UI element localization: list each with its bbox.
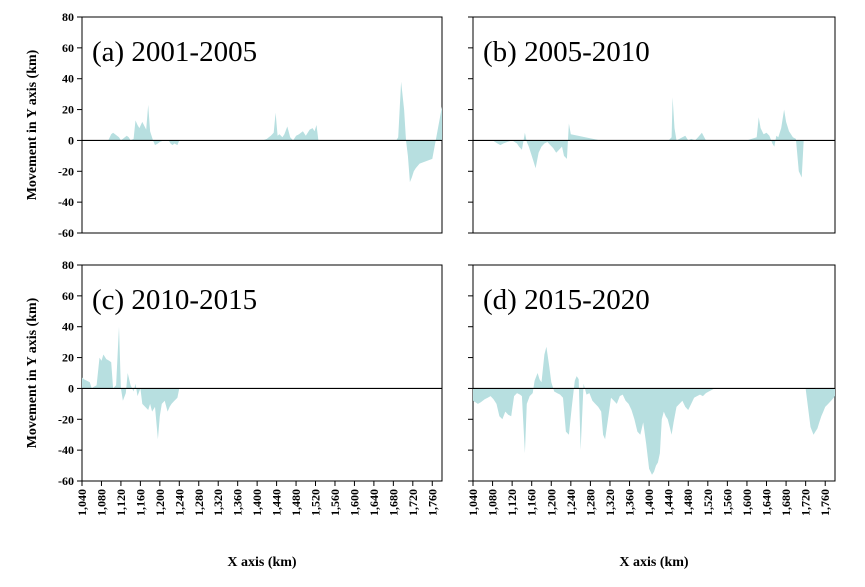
x-axis-title: X axis (km)	[227, 555, 297, 570]
series-area	[473, 346, 835, 475]
y-tick-label: 20	[62, 103, 74, 117]
x-tick-label: 1,720	[406, 489, 420, 516]
x-tick-label: 1,400	[250, 489, 264, 516]
panel-title: (c) 2010-2015	[92, 284, 257, 316]
series-area	[473, 97, 835, 178]
y-tick-label: -40	[58, 195, 74, 209]
panel-d: 1,040 1,080 1,120 1,160 1,200 1,240 1,280 1,320…	[466, 264, 836, 570]
x-tick-label: 1,640	[367, 489, 381, 516]
x-tick-label: 1,600	[347, 489, 361, 516]
y-tick-label: -20	[58, 412, 74, 426]
x-tick-label: 1,280	[192, 489, 206, 516]
x-tick-label: 1,520	[309, 489, 323, 516]
x-tick-label: 1,440	[662, 489, 676, 516]
x-tick-label: 1,240	[564, 489, 578, 516]
x-tick-label: 1,680	[386, 489, 400, 516]
x-tick-label: 1,640	[760, 489, 774, 516]
x-tick-label: 1,400	[642, 489, 656, 516]
x-tick-label: 1,040	[75, 489, 89, 516]
y-tick-label: -60	[58, 474, 74, 488]
y-tick-label: 40	[62, 320, 74, 334]
x-tick-label: 1,360	[231, 489, 245, 516]
x-tick-label: 1,760	[818, 489, 832, 516]
x-tick-label: 1,480	[681, 489, 695, 516]
x-tick-label: 1,560	[720, 489, 734, 516]
x-tick-label: 1,240	[172, 489, 186, 516]
x-tick-label: 1,760	[425, 489, 439, 516]
x-tick-label: 1,320	[603, 489, 617, 516]
y-tick-label: -20	[58, 164, 74, 178]
x-tick-label: 1,080	[486, 489, 500, 516]
x-tick-label: 1,120	[114, 489, 128, 516]
x-tick-label: 1,560	[328, 489, 342, 516]
panel-b: (b) 2005-2010	[468, 16, 836, 234]
y-tick-label: 60	[62, 289, 74, 303]
y-tick-label: -60	[58, 226, 74, 240]
x-tick-label: 1,520	[701, 489, 715, 516]
x-tick-label: 1,280	[583, 489, 597, 516]
panel-title: (a) 2001-2005	[92, 36, 257, 68]
x-tick-label: 1,360	[623, 489, 637, 516]
x-tick-label: 1,440	[270, 489, 284, 516]
plot-frame	[472, 16, 836, 234]
x-tick-label: 1,040	[466, 489, 480, 516]
x-tick-label: 1,160	[525, 489, 539, 516]
y-tick-label: 80	[62, 258, 74, 272]
x-tick-label: 1,680	[779, 489, 793, 516]
y-axis-title: Movement in Y axis (km)	[25, 297, 40, 448]
x-tick-label: 1,200	[153, 489, 167, 516]
x-axis-title: X axis (km)	[619, 555, 689, 570]
panel-title: (b) 2005-2010	[483, 36, 650, 68]
x-tick-label: 1,480	[289, 489, 303, 516]
y-tick-label: 0	[68, 381, 74, 395]
panel-c: 80 60 40 20 0 -20 -40 -601,040 1,080 1,120 1,160 1,…	[25, 258, 443, 570]
y-tick-label: -40	[58, 443, 74, 457]
x-tick-label: 1,320	[211, 489, 225, 516]
y-tick-label: 80	[62, 10, 74, 24]
x-tick-label: 1,600	[740, 489, 754, 516]
panel-a: 80 60 40 20 0 -20 -40 -60 (a) 2001-2005 Movement …	[25, 10, 443, 240]
y-tick-label: 0	[68, 133, 74, 147]
panel-title: (d) 2015-2020	[483, 284, 650, 316]
y-axis-title: Movement in Y axis (km)	[25, 49, 40, 200]
x-tick-label: 1,720	[799, 489, 813, 516]
x-tick-label: 1,080	[94, 489, 108, 516]
y-tick-label: 20	[62, 351, 74, 365]
y-tick-label: 40	[62, 72, 74, 86]
x-tick-label: 1,120	[505, 489, 519, 516]
x-tick-label: 1,160	[133, 489, 147, 516]
y-tick-label: 60	[62, 41, 74, 55]
plot-frame	[81, 264, 443, 482]
x-tick-label: 1,200	[544, 489, 558, 516]
